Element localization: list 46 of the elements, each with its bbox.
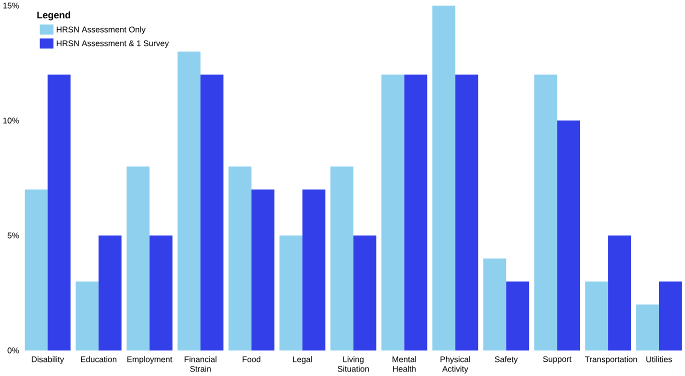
x-tick-label: Mental Health bbox=[392, 356, 416, 372]
bar bbox=[483, 258, 506, 350]
bar bbox=[228, 166, 252, 350]
bar bbox=[251, 189, 274, 350]
bar bbox=[150, 235, 172, 350]
bar bbox=[24, 189, 48, 350]
bar bbox=[279, 235, 302, 350]
x-tick-label: Employment bbox=[127, 356, 172, 364]
x-tick-label: Disability bbox=[32, 356, 64, 364]
x-tick-label: Physical Activity bbox=[440, 356, 470, 374]
x-tick-label: Food bbox=[242, 356, 260, 362]
bar bbox=[557, 120, 580, 350]
bar bbox=[636, 304, 660, 350]
x-tick-label: Safety bbox=[494, 356, 518, 364]
bar bbox=[76, 281, 99, 350]
bar bbox=[48, 74, 71, 350]
x-tick-label: Transportation bbox=[584, 356, 637, 364]
legend-title: Legend bbox=[37, 11, 70, 20]
bar bbox=[178, 52, 200, 350]
y-tick-label: 15% bbox=[3, 2, 19, 8]
bar bbox=[608, 235, 631, 350]
bar bbox=[659, 281, 682, 350]
x-tick-label: Support bbox=[543, 356, 572, 364]
bar bbox=[455, 74, 478, 350]
bar bbox=[98, 235, 122, 350]
bar bbox=[506, 281, 530, 350]
y-tick-label: 5% bbox=[8, 232, 19, 238]
bar bbox=[534, 74, 558, 350]
y-tick-label: 10% bbox=[3, 118, 19, 124]
bar bbox=[353, 235, 376, 350]
bar bbox=[585, 281, 608, 350]
legend-label: HRSN Assessment & 1 Survey bbox=[56, 40, 169, 48]
x-tick-label: Utilities bbox=[646, 356, 672, 362]
bar bbox=[200, 74, 224, 350]
x-tick-label: Living Situation bbox=[338, 356, 369, 372]
bar bbox=[404, 74, 428, 350]
y-tick-label: 0% bbox=[8, 347, 19, 354]
bar bbox=[381, 74, 404, 350]
x-tick-label: Financial Strain bbox=[184, 356, 216, 372]
legend-label: HRSN Assessment Only bbox=[56, 26, 146, 34]
bar bbox=[302, 189, 326, 350]
x-tick-label: Education bbox=[81, 356, 116, 362]
bar bbox=[432, 6, 456, 350]
x-tick-label: Legal bbox=[293, 356, 312, 364]
bar bbox=[330, 166, 354, 350]
bar bbox=[126, 166, 150, 350]
